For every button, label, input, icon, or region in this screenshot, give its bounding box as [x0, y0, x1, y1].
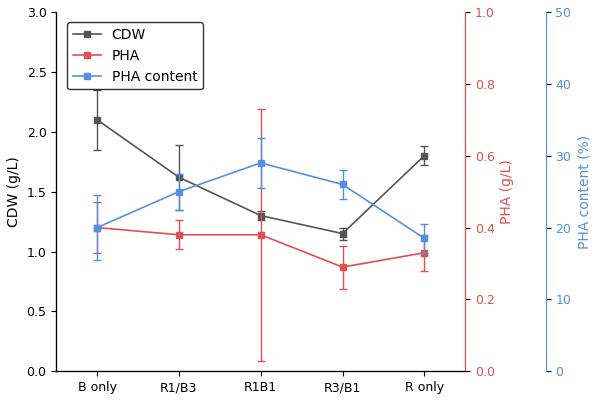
Legend: CDW, PHA, PHA content: CDW, PHA, PHA content	[67, 22, 203, 89]
Y-axis label: PHA (g/L): PHA (g/L)	[501, 159, 514, 224]
Y-axis label: CDW (g/L): CDW (g/L)	[7, 156, 21, 227]
Y-axis label: PHA content (%): PHA content (%)	[577, 135, 591, 249]
